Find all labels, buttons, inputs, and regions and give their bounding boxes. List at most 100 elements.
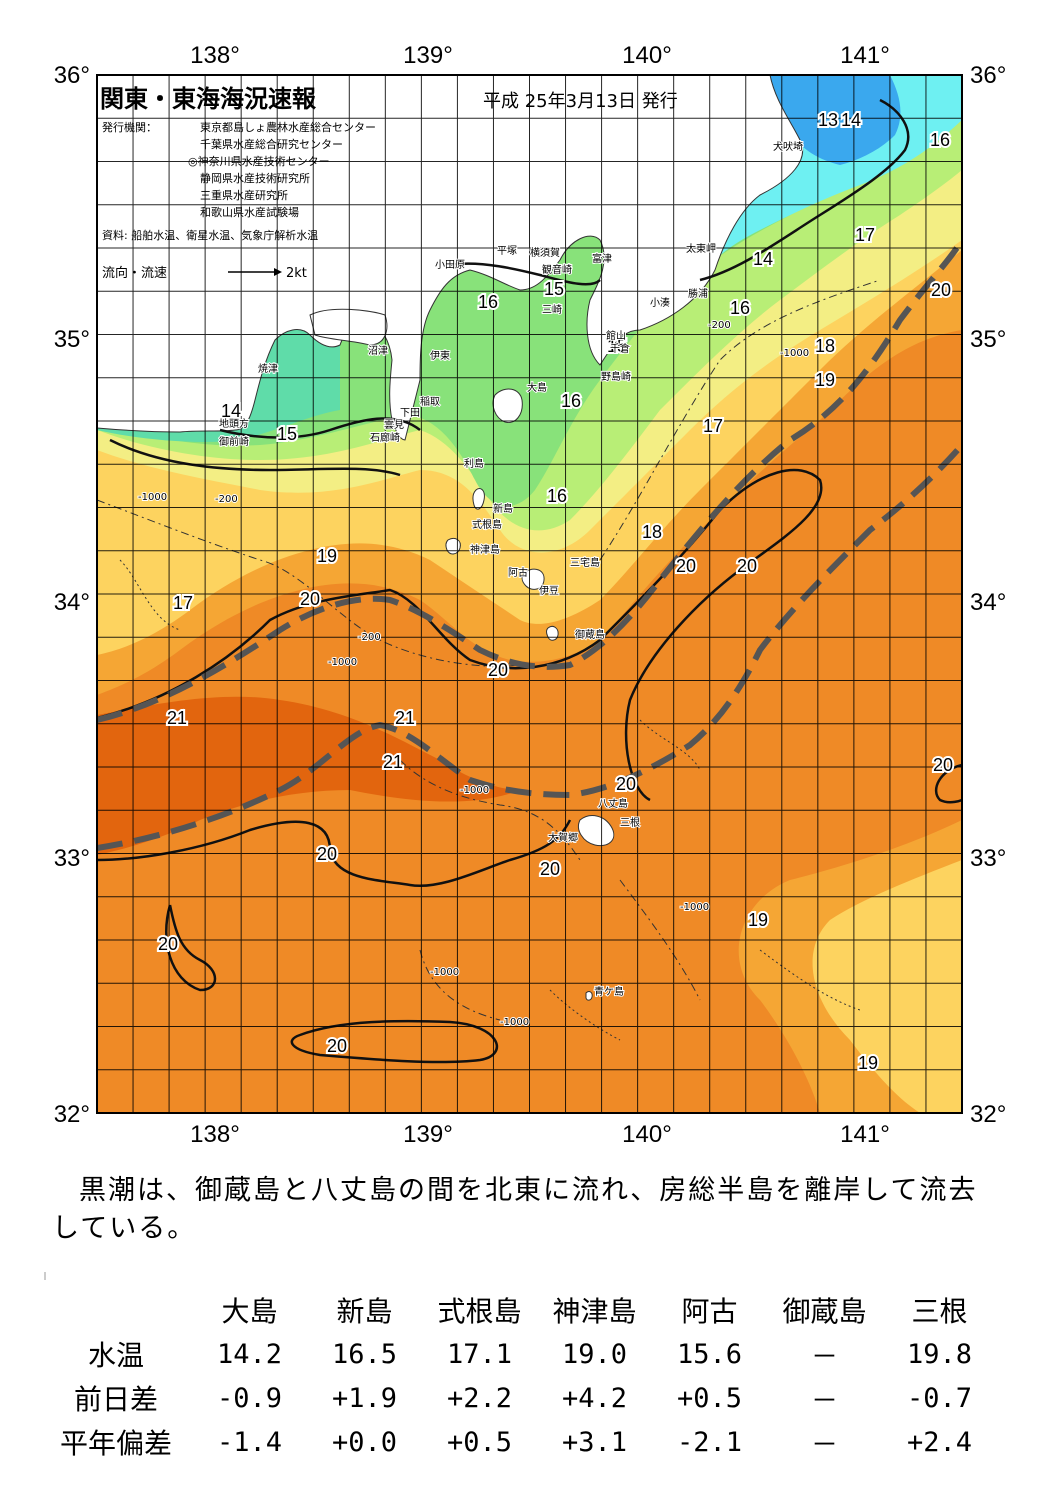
- isotherm-label: 19: [748, 910, 768, 930]
- place-name: 新島: [493, 502, 513, 515]
- table-header: 式根島: [437, 1295, 522, 1328]
- current-legend-label: 流向・流速: [102, 265, 167, 281]
- oshima-island: [492, 388, 523, 424]
- lon-label: 140°: [622, 42, 672, 69]
- isotherm-label: 20: [676, 556, 696, 576]
- isotherm-label: 20: [317, 844, 337, 864]
- lat-labels-left: 36° 35° 34° 33° 32°: [54, 62, 90, 1128]
- lat-label: 34°: [970, 589, 1006, 616]
- isotherm-label: 15: [544, 279, 564, 299]
- table-cell: -2.1: [676, 1426, 743, 1458]
- depth-label: -200: [215, 494, 238, 505]
- lon-label: 140°: [622, 1121, 672, 1148]
- agencies-label: 発行機関：: [102, 120, 157, 134]
- place-name: 雲見: [384, 419, 404, 431]
- table-cell: －: [811, 1385, 838, 1417]
- map-frame: [96, 74, 963, 1114]
- depth-label: -1000: [780, 348, 809, 359]
- current-scale: 2kt: [286, 266, 307, 281]
- table-header: 御蔵島: [782, 1295, 867, 1328]
- lat-labels-right: 36° 35° 34° 33° 32°: [970, 62, 1006, 1128]
- place-name: 下田: [400, 408, 420, 419]
- row-label: 前日差: [73, 1383, 158, 1416]
- table-header: 神津島: [552, 1295, 637, 1328]
- niijima-island: [472, 487, 485, 510]
- place-name: 伊東: [430, 349, 450, 362]
- lon-label: 141°: [840, 1121, 890, 1148]
- depth-label: -200: [708, 320, 731, 331]
- place-names: 犬吠埼 太東岬 勝浦 小湊 館山 千倉 野島崎 富津 観音崎 横須賀 三崎 平塚…: [218, 139, 804, 999]
- lat-label: 34°: [54, 589, 90, 616]
- place-name: 犬吠埼: [773, 140, 803, 153]
- isotherm-label: 14: [221, 401, 241, 421]
- table-row: 平年偏差 -1.4 +0.0 +0.5 +3.1 -2.1 － +2.4: [40, 1420, 997, 1464]
- table-cell: +2.4: [906, 1426, 973, 1458]
- place-name: 阿古: [508, 566, 528, 579]
- kozushima-island: [445, 537, 461, 555]
- place-name: 御蔵島: [575, 628, 605, 641]
- isotherm-label: 18: [642, 522, 662, 542]
- isotherm-label: 20: [540, 859, 560, 879]
- table-cell: -0.9: [216, 1382, 283, 1414]
- place-name: 観音崎: [542, 263, 572, 276]
- isotherm-label: 16: [478, 292, 498, 312]
- table-row: 前日差 -0.9 +1.9 +2.2 +4.2 +0.5 － -0.7: [40, 1376, 997, 1420]
- isotherm-label: 16: [930, 130, 950, 150]
- table-header-row: 大島 新島 式根島 神津島 阿古 御蔵島 三根: [40, 1288, 997, 1332]
- place-name: 平塚: [497, 245, 517, 257]
- place-name: 野島崎: [601, 370, 631, 383]
- place-name: 三崎: [542, 303, 562, 316]
- hachijojima-island: [578, 815, 615, 847]
- table-row: 水温 14.2 16.5 17.1 19.0 15.6 － 19.8: [40, 1332, 997, 1376]
- lon-label: 138°: [190, 42, 240, 69]
- isotherm-lines: [97, 98, 962, 1064]
- agency: 和歌山県水産試験場: [200, 205, 299, 219]
- table-cell: 19.0: [561, 1338, 628, 1370]
- kuroshio-axis: [97, 238, 962, 851]
- place-name: 大賀郷: [548, 831, 578, 844]
- table-cell: +4.2: [561, 1382, 628, 1414]
- agency: 千葉県水産総合研究センター: [200, 137, 343, 151]
- place-name: 三根: [620, 816, 640, 829]
- isotherm-label: 16: [547, 486, 567, 506]
- isotherm-label: 18: [815, 336, 835, 356]
- table-header: 三根: [911, 1295, 968, 1328]
- sea-temperature-map: 138° 139° 140° 141° 138° 139° 140° 141° …: [54, 42, 1007, 1148]
- table-corner: [40, 1288, 192, 1332]
- isotherm-label: 15: [277, 424, 297, 444]
- isotherm-label: 20: [300, 589, 320, 609]
- lon-label: 138°: [190, 1121, 240, 1148]
- isotherm-label: 16: [561, 391, 581, 411]
- depth-label: -1000: [460, 785, 489, 796]
- place-name: 千倉: [610, 342, 630, 355]
- isotherm-label: 15: [607, 336, 627, 356]
- minor-contours: [119, 559, 861, 1041]
- place-name: 青ケ島: [594, 985, 624, 998]
- divider-mark: [44, 1272, 46, 1280]
- place-name: 石廊崎: [370, 431, 400, 444]
- isotherm-label: 16: [730, 298, 750, 318]
- place-name: 勝浦: [688, 287, 708, 300]
- isotherm-label: 21: [167, 708, 187, 728]
- isotherm-label: 19: [815, 370, 835, 390]
- place-name: 稲取: [420, 396, 440, 408]
- sea-18c-zone: [812, 860, 962, 1113]
- table-cell: +1.9: [331, 1382, 398, 1414]
- isotherm-label: 19: [858, 1053, 878, 1073]
- lat-label: 35°: [54, 326, 90, 353]
- lat-lon-grid: [97, 75, 962, 1113]
- place-name: 神津島: [470, 543, 500, 556]
- depth-label: -1000: [500, 1017, 529, 1028]
- land: [97, 75, 804, 1001]
- mikurajima-island: [546, 625, 559, 641]
- lat-label: 33°: [54, 845, 90, 872]
- isotherm-label: 21: [395, 708, 415, 728]
- table-cell: 14.2: [216, 1338, 283, 1370]
- isotherm-label: 21: [383, 752, 403, 772]
- depth-label: -200: [358, 632, 381, 643]
- kuroshio-core-zone: [97, 696, 520, 855]
- table-cell: +3.1: [561, 1426, 628, 1458]
- table-cell: 19.8: [906, 1338, 973, 1370]
- isotherm-label: 17: [173, 593, 193, 613]
- isotherm-label: 17: [703, 416, 723, 436]
